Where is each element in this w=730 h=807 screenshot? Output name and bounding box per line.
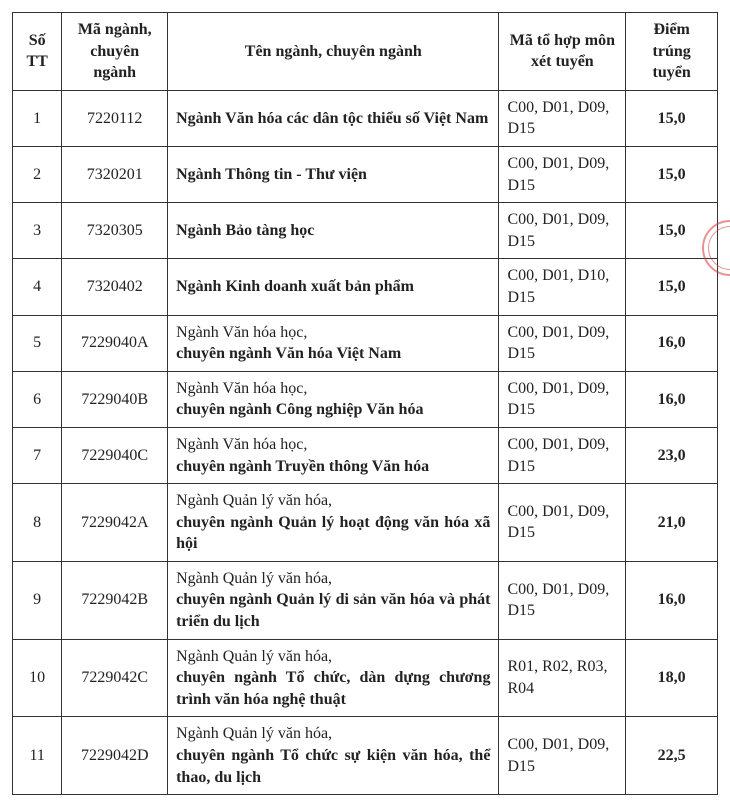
- header-name: Tên ngành, chuyên ngành: [168, 13, 499, 91]
- cell-stt: 1: [13, 90, 62, 146]
- name-prefix: Ngành Văn hóa học,: [176, 324, 307, 341]
- cell-name: Ngành Văn hóa học, chuyên ngành Văn hóa V…: [168, 315, 499, 371]
- cell-combo: C00, D01, D10, D15: [499, 259, 626, 315]
- cell-code: 7229040B: [62, 371, 168, 427]
- header-code: Mã ngành, chuyên ngành: [62, 13, 168, 91]
- name-prefix: Ngành Quản lý văn hóa,: [176, 570, 332, 587]
- name-prefix: Ngành Văn hóa học,: [176, 380, 307, 397]
- name-bold: Ngành Kinh doanh xuất bản phẩm: [176, 278, 414, 295]
- cell-code: 7229040C: [62, 427, 168, 483]
- cell-code: 7229040A: [62, 315, 168, 371]
- cell-stt: 10: [13, 639, 62, 717]
- cell-combo: C00, D01, D09, D15: [499, 203, 626, 259]
- cell-name: Ngành Thông tin - Thư viện: [168, 146, 499, 202]
- cell-stt: 6: [13, 371, 62, 427]
- admission-scores-table: Số TT Mã ngành, chuyên ngành Tên ngành, …: [12, 12, 718, 795]
- name-bold: chuyên ngành Truyền thông Văn hóa: [176, 458, 429, 475]
- cell-code: 7229042D: [62, 717, 168, 795]
- name-bold: chuyên ngành Tổ chức, dàn dựng chương tr…: [176, 669, 490, 708]
- cell-combo: C00, D01, D09, D15: [499, 561, 626, 639]
- table-row: 107229042C Ngành Quản lý văn hóa, chuyên n…: [13, 639, 718, 717]
- cell-score: 23,0: [626, 427, 718, 483]
- cell-name: Ngành Văn hóa học, chuyên ngành Truyền th…: [168, 427, 499, 483]
- cell-name: Ngành Văn hóa học, chuyên ngành Công nghi…: [168, 371, 499, 427]
- name-bold: chuyên ngành Tổ chức sự kiện văn hóa, th…: [176, 747, 490, 786]
- cell-score: 16,0: [626, 371, 718, 427]
- cell-score: 21,0: [626, 484, 718, 562]
- table-row: 47320402 Ngành Kinh doanh xuất bản phẩm C0…: [13, 259, 718, 315]
- red-stamp-inner: [708, 226, 730, 270]
- name-bold: chuyên ngành Văn hóa Việt Nam: [176, 345, 401, 362]
- table-row: 97229042B Ngành Quản lý văn hóa, chuyên ng…: [13, 561, 718, 639]
- cell-combo: C00, D01, D09, D15: [499, 146, 626, 202]
- cell-combo: R01, R02, R03, R04: [499, 639, 626, 717]
- cell-combo: C00, D01, D09, D15: [499, 371, 626, 427]
- name-prefix: Ngành Quản lý văn hóa,: [176, 725, 332, 742]
- cell-code: 7220112: [62, 90, 168, 146]
- table-row: 77229040C Ngành Văn hóa học, chuyên ngành …: [13, 427, 718, 483]
- name-bold: Ngành Văn hóa các dân tộc thiểu số Việt …: [176, 110, 488, 127]
- name-bold: chuyên ngành Quản lý hoạt động văn hóa x…: [176, 514, 490, 553]
- cell-combo: C00, D01, D09, D15: [499, 90, 626, 146]
- name-prefix: Ngành Quản lý văn hóa,: [176, 648, 332, 665]
- cell-code: 7320305: [62, 203, 168, 259]
- cell-stt: 7: [13, 427, 62, 483]
- cell-score: 16,0: [626, 315, 718, 371]
- table-row: 67229040B Ngành Văn hóa học, chuyên ngành …: [13, 371, 718, 427]
- name-bold: chuyên ngành Công nghiệp Văn hóa: [176, 401, 423, 418]
- cell-stt: 4: [13, 259, 62, 315]
- cell-combo: C00, D01, D09, D15: [499, 717, 626, 795]
- name-bold: Ngành Bảo tàng học: [176, 222, 314, 239]
- table-body: 17220112 Ngành Văn hóa các dân tộc thiểu …: [13, 90, 718, 794]
- cell-name: Ngành Quản lý văn hóa, chuyên ngành Tổ ch…: [168, 639, 499, 717]
- cell-code: 7229042B: [62, 561, 168, 639]
- name-prefix: Ngành Quản lý văn hóa,: [176, 492, 332, 509]
- name-bold: Ngành Thông tin - Thư viện: [176, 166, 367, 183]
- cell-name: Ngành Văn hóa các dân tộc thiểu số Việt …: [168, 90, 499, 146]
- cell-code: 7229042C: [62, 639, 168, 717]
- cell-stt: 5: [13, 315, 62, 371]
- cell-name: Ngành Quản lý văn hóa, chuyên ngành Quản …: [168, 561, 499, 639]
- cell-combo: C00, D01, D09, D15: [499, 315, 626, 371]
- cell-score: 22,5: [626, 717, 718, 795]
- header-stt: Số TT: [13, 13, 62, 91]
- table-row: 87229042A Ngành Quản lý văn hóa, chuyên ng…: [13, 484, 718, 562]
- cell-stt: 11: [13, 717, 62, 795]
- table-row: 37320305 Ngành Bảo tàng học C00, D01, D09,…: [13, 203, 718, 259]
- cell-name: Ngành Bảo tàng học: [168, 203, 499, 259]
- cell-stt: 8: [13, 484, 62, 562]
- cell-stt: 9: [13, 561, 62, 639]
- cell-name: Ngành Kinh doanh xuất bản phẩm: [168, 259, 499, 315]
- table-row: 57229040A Ngành Văn hóa học, chuyên ngành …: [13, 315, 718, 371]
- table-row: 117229042D Ngành Quản lý văn hóa, chuyên n…: [13, 717, 718, 795]
- cell-code: 7320201: [62, 146, 168, 202]
- header-combo: Mã tổ hợp môn xét tuyển: [499, 13, 626, 91]
- cell-score: 15,0: [626, 90, 718, 146]
- cell-score: 15,0: [626, 146, 718, 202]
- table-header: Số TT Mã ngành, chuyên ngành Tên ngành, …: [13, 13, 718, 91]
- cell-code: 7320402: [62, 259, 168, 315]
- cell-stt: 3: [13, 203, 62, 259]
- table-row: 17220112 Ngành Văn hóa các dân tộc thiểu …: [13, 90, 718, 146]
- cell-combo: C00, D01, D09, D15: [499, 427, 626, 483]
- name-bold: chuyên ngành Quản lý di sản văn hóa và p…: [176, 591, 490, 630]
- cell-name: Ngành Quản lý văn hóa, chuyên ngành Tổ ch…: [168, 717, 499, 795]
- cell-score: 18,0: [626, 639, 718, 717]
- table-row: 27320201 Ngành Thông tin - Thư viện C00, D…: [13, 146, 718, 202]
- name-prefix: Ngành Văn hóa học,: [176, 436, 307, 453]
- cell-code: 7229042A: [62, 484, 168, 562]
- cell-score: 15,0: [626, 259, 718, 315]
- header-score: Điểm trúng tuyển: [626, 13, 718, 91]
- cell-score: 16,0: [626, 561, 718, 639]
- cell-name: Ngành Quản lý văn hóa, chuyên ngành Quản …: [168, 484, 499, 562]
- cell-stt: 2: [13, 146, 62, 202]
- cell-combo: C00, D01, D09, D15: [499, 484, 626, 562]
